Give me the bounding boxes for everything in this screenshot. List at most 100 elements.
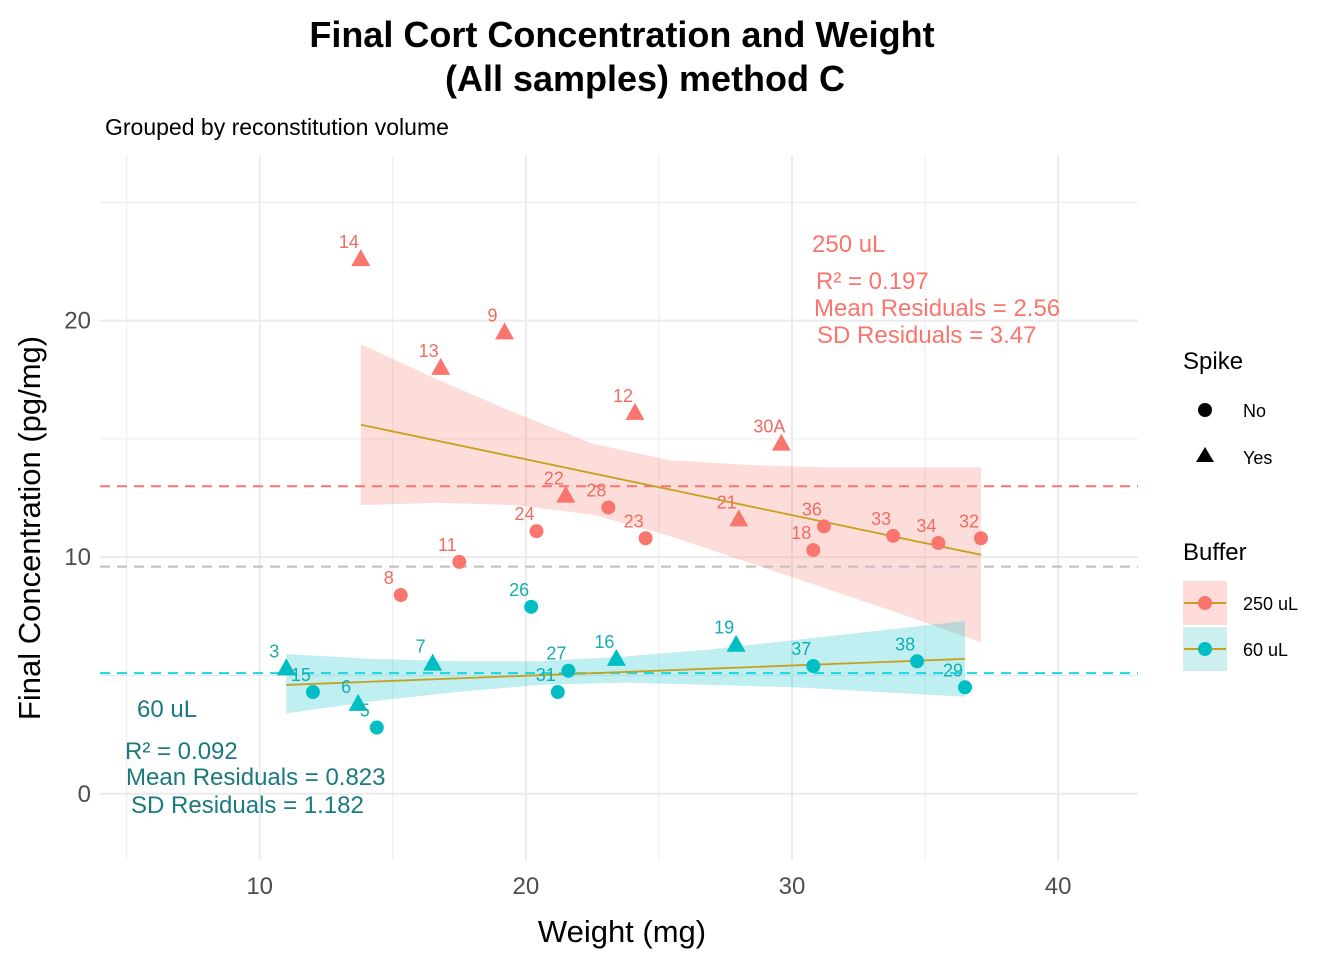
legend-dot-60ul xyxy=(1198,642,1212,656)
point-triangle xyxy=(431,357,451,375)
point-circle xyxy=(886,528,901,543)
point-label: 26 xyxy=(509,580,529,600)
mean-lines xyxy=(100,485,1138,675)
chart-subtitle: Grouped by reconstitution volume xyxy=(105,114,449,140)
annotation-60ul-mean-residuals: Mean Residuals = 0.823 xyxy=(126,764,386,791)
confidence-band xyxy=(360,344,981,643)
point-circle xyxy=(806,659,821,674)
point-circle xyxy=(816,519,831,534)
annotation-250ul-sd-residuals: SD Residuals = 3.47 xyxy=(817,322,1036,349)
annotation-250ul-group: 250 uL xyxy=(812,231,885,258)
x-tick-label: 40 xyxy=(1045,873,1072,900)
chart-title-line2: (All samples) method C xyxy=(445,58,845,99)
point-triangle xyxy=(348,693,368,711)
point-label: 5 xyxy=(360,701,370,721)
point-label: 21 xyxy=(717,492,737,512)
y-tick-label: 0 xyxy=(78,781,91,808)
point-triangle xyxy=(771,433,791,451)
x-tick-label: 10 xyxy=(246,873,273,900)
annotation-60ul: 60 uL R² = 0.092 Mean Residuals = 0.823 … xyxy=(125,696,386,819)
legend-buffer-title: Buffer xyxy=(1183,539,1247,566)
point-triangle xyxy=(351,249,371,267)
legend-spike-yes: Yes xyxy=(1243,448,1272,468)
y-tick-label: 10 xyxy=(64,544,91,571)
point-label: 12 xyxy=(613,386,633,406)
point-circle xyxy=(369,720,384,735)
point-label: 15 xyxy=(291,665,311,685)
point-label: 3 xyxy=(269,641,279,661)
point-circle xyxy=(524,599,539,614)
point-label: 28 xyxy=(586,481,606,501)
legend-buffer-60ul: 60 uL xyxy=(1243,640,1288,660)
point-circle xyxy=(561,663,576,678)
point-label: 24 xyxy=(514,504,534,524)
point-circle xyxy=(550,685,565,700)
point-label: 36 xyxy=(802,499,822,519)
legend: Spike No Yes Buffer 250 uL 60 uL xyxy=(1183,348,1298,671)
point-label: 32 xyxy=(959,511,979,531)
grid xyxy=(100,155,1138,860)
point-circle xyxy=(529,524,544,539)
chart-title: Final Cort Concentration and Weight xyxy=(309,14,934,55)
annotation-250ul: 250 uL R² = 0.197 Mean Residuals = 2.56 … xyxy=(812,231,1060,349)
annotation-60ul-group: 60 uL xyxy=(137,696,197,723)
legend-dot-250ul xyxy=(1198,596,1212,610)
annotation-60ul-r2: R² = 0.092 xyxy=(125,738,238,765)
point-label: 33 xyxy=(871,509,891,529)
legend-spike-title: Spike xyxy=(1183,348,1243,375)
y-axis-title: Final Concentration (pg/mg) xyxy=(12,336,47,720)
x-tick-label: 30 xyxy=(779,873,806,900)
point-triangle xyxy=(726,634,746,652)
point-label: 27 xyxy=(546,644,566,664)
point-label: 19 xyxy=(714,618,734,638)
point-label: 6 xyxy=(341,677,351,697)
point-label: 11 xyxy=(438,535,457,555)
point-label: 34 xyxy=(916,516,936,536)
point-circle xyxy=(452,554,467,569)
point-label: 37 xyxy=(791,639,811,659)
point-circle xyxy=(806,543,821,558)
point-label: 18 xyxy=(791,523,811,543)
point-triangle xyxy=(625,402,645,420)
legend-circle-icon xyxy=(1198,403,1212,417)
point-triangle xyxy=(276,658,296,676)
fit-lines xyxy=(286,423,982,686)
x-axis-title: Weight (mg) xyxy=(538,914,706,949)
point-circle xyxy=(973,531,988,546)
point-circle xyxy=(393,588,408,603)
point-label: 30A xyxy=(753,417,785,437)
point-circle xyxy=(638,531,653,546)
annotation-60ul-sd-residuals: SD Residuals = 1.182 xyxy=(131,792,364,819)
point-label: 13 xyxy=(419,341,439,361)
point-triangle xyxy=(556,485,576,503)
point-label: 14 xyxy=(339,232,359,252)
point-circle xyxy=(931,535,946,550)
point-circle xyxy=(305,685,320,700)
annotation-250ul-r2: R² = 0.197 xyxy=(816,268,929,295)
point-label: 38 xyxy=(895,634,915,654)
point-label: 7 xyxy=(416,637,426,657)
point-circle xyxy=(910,654,925,669)
point-label: 22 xyxy=(544,469,564,489)
point-triangle xyxy=(423,653,443,671)
fit-line xyxy=(360,423,982,556)
point-label: 8 xyxy=(384,568,394,588)
point-label: 9 xyxy=(488,305,498,325)
legend-spike-no: No xyxy=(1243,401,1266,421)
confidence-bands xyxy=(286,344,981,714)
point-circle xyxy=(958,680,972,695)
x-tick-label: 20 xyxy=(512,873,539,900)
point-label: 29 xyxy=(943,660,963,680)
axis-ticks: 10 20 30 40 0 10 20 xyxy=(64,308,1071,900)
point-triangle xyxy=(729,509,749,527)
fit-line xyxy=(286,658,966,686)
legend-triangle-icon xyxy=(1196,447,1214,462)
point-triangle xyxy=(495,322,515,340)
point-triangle xyxy=(606,648,626,666)
y-tick-label: 20 xyxy=(64,308,91,335)
point-label: 23 xyxy=(624,511,644,531)
confidence-band xyxy=(286,621,965,714)
point-circle xyxy=(601,500,616,515)
annotation-250ul-mean-residuals: Mean Residuals = 2.56 xyxy=(814,295,1060,322)
